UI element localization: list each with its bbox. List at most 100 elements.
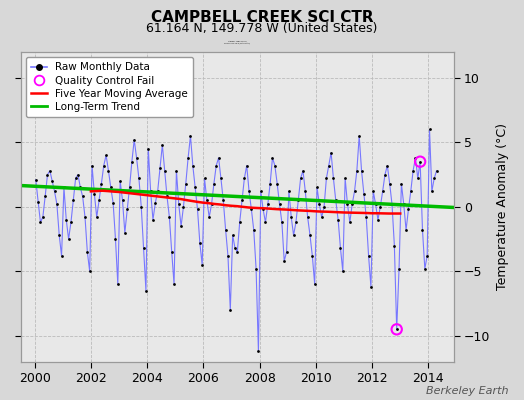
Point <box>264 201 272 208</box>
Point <box>409 168 417 174</box>
Point <box>60 184 68 191</box>
Point <box>341 175 350 182</box>
Point <box>160 168 169 174</box>
Point <box>397 180 406 187</box>
Point <box>67 219 75 226</box>
Point <box>315 201 323 208</box>
Point <box>226 307 235 313</box>
Point <box>31 176 40 183</box>
Point <box>62 216 70 223</box>
Point <box>407 188 415 194</box>
Point <box>34 198 42 205</box>
Point <box>121 230 129 236</box>
Point <box>416 158 424 165</box>
Point <box>392 326 401 332</box>
Point <box>418 227 427 233</box>
Point <box>214 155 223 161</box>
Point <box>392 326 401 332</box>
Point <box>357 168 366 174</box>
Point <box>149 216 157 223</box>
Point <box>378 188 387 194</box>
Point <box>222 227 230 233</box>
Point <box>135 175 143 182</box>
Point <box>257 188 265 194</box>
Text: Berkeley Earth: Berkeley Earth <box>426 386 508 396</box>
Point <box>163 193 171 200</box>
Point <box>179 204 188 210</box>
Point <box>243 162 251 169</box>
Point <box>46 168 54 174</box>
Point <box>432 168 441 174</box>
Point <box>146 188 155 194</box>
Point <box>334 216 342 223</box>
Point <box>413 175 422 182</box>
Point <box>301 188 310 194</box>
Point <box>217 175 225 182</box>
Point <box>383 162 391 169</box>
Point <box>151 200 159 206</box>
Point <box>182 180 190 187</box>
Point <box>83 249 92 255</box>
Point <box>359 191 368 197</box>
Point <box>425 126 434 133</box>
Point <box>268 155 277 161</box>
Point <box>313 184 321 191</box>
Point <box>116 178 124 184</box>
Point <box>278 219 286 226</box>
Point <box>388 201 396 208</box>
Point <box>144 146 152 152</box>
Point <box>106 184 115 191</box>
Point <box>208 201 216 208</box>
Point <box>189 162 197 169</box>
Point <box>353 168 361 174</box>
Point <box>195 240 204 246</box>
Point <box>97 180 106 187</box>
Point <box>118 197 127 204</box>
Point <box>43 171 52 178</box>
Point <box>88 162 96 169</box>
Point <box>245 188 253 194</box>
Point <box>374 216 382 223</box>
Point <box>355 133 364 139</box>
Point <box>367 284 375 290</box>
Point <box>154 188 162 194</box>
Point <box>210 180 218 187</box>
Text: CAMPBELL CREEK SCI CTR: CAMPBELL CREEK SCI CTR <box>151 10 373 25</box>
Point <box>212 162 221 169</box>
Point <box>200 175 209 182</box>
Point <box>327 150 335 156</box>
Point <box>141 288 150 294</box>
Point <box>48 178 57 184</box>
Y-axis label: Temperature Anomaly (°C): Temperature Anomaly (°C) <box>496 123 509 290</box>
Point <box>430 175 439 182</box>
Point <box>428 188 436 194</box>
Point <box>79 193 87 200</box>
Point <box>238 197 246 204</box>
Point <box>282 249 291 255</box>
Point <box>324 162 333 169</box>
Point <box>294 197 302 204</box>
Point <box>57 253 66 259</box>
Point <box>280 258 288 264</box>
Point <box>205 214 213 220</box>
Point <box>85 268 94 274</box>
Point <box>81 214 89 220</box>
Point <box>273 180 281 187</box>
Point <box>261 219 270 226</box>
Point <box>297 175 305 182</box>
Point <box>95 197 103 204</box>
Point <box>228 232 237 238</box>
Point <box>53 201 61 208</box>
Point <box>125 184 134 191</box>
Point <box>114 281 122 288</box>
Point <box>346 219 354 226</box>
Point <box>233 249 242 255</box>
Point <box>177 223 185 229</box>
Point <box>339 268 347 274</box>
Point <box>395 266 403 272</box>
Point <box>231 245 239 251</box>
Point <box>386 180 394 187</box>
Point <box>50 188 59 194</box>
Point <box>71 175 80 182</box>
Point <box>320 204 328 210</box>
